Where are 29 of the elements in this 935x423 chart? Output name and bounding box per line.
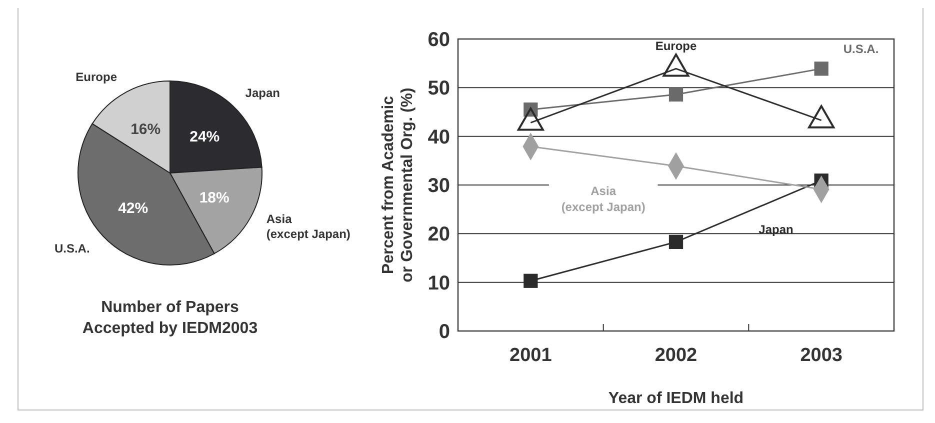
- series-label: U.S.A.: [843, 42, 879, 56]
- point: [814, 62, 828, 76]
- y-tick-label: 30: [428, 175, 450, 197]
- x-tick-label: 2002: [654, 345, 698, 366]
- series-label: Japan: [758, 222, 794, 236]
- point: [668, 87, 684, 102]
- x-axis-title: Year of IEDM held: [608, 390, 744, 407]
- point: [524, 274, 538, 288]
- y-tick-label: 40: [428, 126, 450, 148]
- y-tick-label: 50: [428, 78, 450, 100]
- y-tick-label: 20: [428, 224, 450, 246]
- slice-label: Japan: [245, 86, 280, 100]
- data-label: 18%: [199, 190, 230, 207]
- y-tick-label: 60: [428, 29, 450, 51]
- data-label: 24%: [190, 128, 220, 146]
- y-tick-label: 10: [428, 272, 450, 294]
- y-tick-label: 0: [438, 321, 450, 343]
- text: Number of Papers Accepted by IEDM2003: [82, 299, 258, 337]
- x-tick-label: 2001: [510, 345, 552, 366]
- slice-label: U.S.A.: [54, 242, 90, 256]
- data-label: 42%: [118, 200, 148, 217]
- series-label: Europe: [655, 38, 697, 53]
- data-label: 16%: [130, 120, 161, 138]
- point: [668, 234, 684, 250]
- slice-label: Europe: [76, 70, 118, 84]
- slice-label: Asia (except Japan): [266, 212, 350, 242]
- series-label: Asia (except Japan): [561, 184, 646, 214]
- y-axis-title: Percent from Academic or Governmental Org. (%): [380, 88, 416, 282]
- x-tick-label: 2003: [800, 345, 842, 366]
